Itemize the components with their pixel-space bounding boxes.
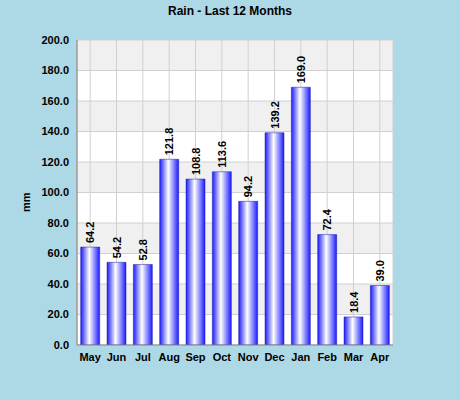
svg-text:39.0: 39.0 — [374, 260, 386, 281]
svg-text:113.6: 113.6 — [216, 141, 228, 168]
svg-text:40.0: 40.0 — [48, 278, 69, 290]
svg-text:72.4: 72.4 — [321, 208, 333, 230]
svg-text:Jan: Jan — [291, 351, 310, 363]
svg-text:100.0: 100.0 — [41, 186, 69, 198]
svg-text:Feb: Feb — [317, 351, 337, 363]
svg-text:Jun: Jun — [107, 351, 127, 363]
svg-text:54.2: 54.2 — [111, 237, 123, 258]
svg-text:140.0: 140.0 — [41, 125, 69, 137]
svg-text:mm: mm — [20, 192, 32, 212]
svg-text:52.8: 52.8 — [137, 239, 149, 260]
svg-text:60.0: 60.0 — [48, 247, 69, 259]
svg-text:160.0: 160.0 — [41, 95, 69, 107]
svg-text:18.4: 18.4 — [348, 291, 360, 313]
svg-text:169.0: 169.0 — [295, 56, 307, 84]
svg-text:Oct: Oct — [213, 351, 232, 363]
svg-text:Mar: Mar — [344, 351, 364, 363]
svg-text:121.8: 121.8 — [163, 128, 175, 156]
svg-text:200.0: 200.0 — [41, 34, 69, 46]
svg-text:Apr: Apr — [370, 351, 390, 363]
svg-text:Aug: Aug — [158, 351, 179, 363]
svg-text:108.8: 108.8 — [190, 148, 202, 176]
svg-text:Nov: Nov — [238, 351, 260, 363]
svg-text:64.2: 64.2 — [84, 222, 96, 243]
svg-text:20.0: 20.0 — [48, 308, 69, 320]
svg-text:0.0: 0.0 — [54, 339, 69, 351]
svg-text:Dec: Dec — [264, 351, 284, 363]
svg-text:180.0: 180.0 — [41, 64, 69, 76]
svg-text:120.0: 120.0 — [41, 156, 69, 168]
svg-text:Jul: Jul — [135, 351, 151, 363]
svg-text:May: May — [79, 351, 101, 363]
svg-text:80.0: 80.0 — [48, 217, 69, 229]
svg-text:139.2: 139.2 — [269, 101, 281, 129]
svg-text:Sep: Sep — [185, 351, 205, 363]
html-text:Rain - Last 12 Months: Rain - Last 12 Months — [168, 4, 292, 18]
svg-text:94.2: 94.2 — [242, 176, 254, 197]
